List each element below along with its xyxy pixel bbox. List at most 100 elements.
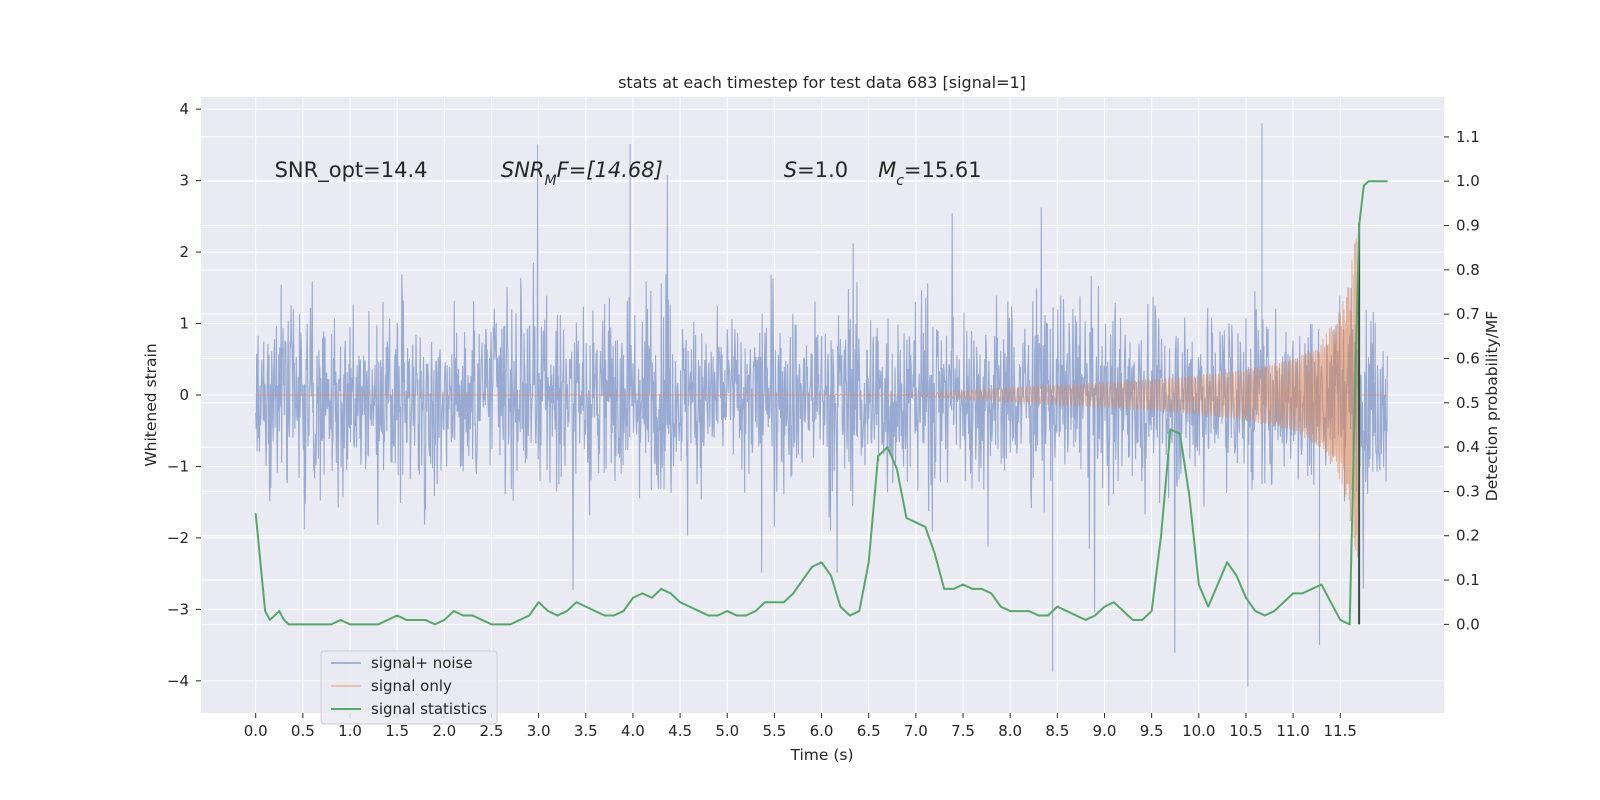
stat-point bbox=[688, 606, 691, 608]
stat-point bbox=[726, 610, 728, 612]
x-tick-label: 2.0 bbox=[432, 722, 456, 740]
stat-point bbox=[1066, 610, 1068, 612]
stat-point bbox=[1028, 610, 1030, 612]
stat-point bbox=[698, 610, 700, 612]
stat-point bbox=[1179, 433, 1181, 435]
stat-point bbox=[547, 610, 549, 612]
annotation-snr-mf: SNRMF=[14.68] bbox=[501, 158, 663, 189]
stat-point bbox=[679, 601, 681, 603]
stat-point bbox=[858, 610, 860, 612]
stat-point bbox=[1377, 180, 1379, 182]
y-right-tick-label: 0.8 bbox=[1456, 261, 1480, 279]
chart-title: stats at each timestep for test data 683… bbox=[618, 73, 1026, 92]
stat-point bbox=[981, 588, 983, 590]
stat-point bbox=[1188, 495, 1190, 497]
stat-point bbox=[273, 614, 276, 617]
x-tick-label: 5.5 bbox=[762, 722, 786, 740]
stat-point bbox=[717, 614, 719, 617]
stat-point bbox=[377, 623, 379, 625]
s-symbol: S bbox=[784, 158, 797, 182]
stat-point bbox=[990, 592, 992, 594]
stat-point bbox=[1122, 610, 1124, 612]
stat-point bbox=[575, 601, 577, 603]
y-axis-label: Whitened strain bbox=[142, 343, 160, 466]
x-tick-label: 1.5 bbox=[385, 722, 409, 740]
stat-point bbox=[594, 610, 596, 612]
stat-point bbox=[368, 623, 370, 625]
stat-point bbox=[292, 623, 295, 625]
x-tick-label: 7.5 bbox=[951, 722, 975, 740]
stat-point bbox=[349, 623, 351, 625]
stat-point bbox=[538, 601, 540, 603]
y-tick-label: 3 bbox=[179, 172, 189, 190]
stat-point bbox=[622, 610, 625, 612]
y-right-tick-label: 0.4 bbox=[1456, 438, 1480, 456]
y-right-tick-label: 0.2 bbox=[1456, 527, 1480, 545]
stat-point bbox=[288, 623, 290, 625]
y-axis-right-label: Detection probability/MF bbox=[1483, 311, 1501, 502]
stat-point bbox=[1363, 185, 1365, 187]
stat-point bbox=[1386, 180, 1389, 182]
stat-point bbox=[1367, 180, 1370, 182]
series-signal-statistics bbox=[254, 180, 1388, 626]
stat-point bbox=[415, 619, 417, 621]
mc-value: =15.61 bbox=[904, 158, 982, 182]
stat-point bbox=[613, 614, 615, 617]
stat-point bbox=[264, 610, 266, 612]
stat-point bbox=[311, 623, 313, 625]
y-right-tick-label: 0.6 bbox=[1456, 349, 1480, 367]
stat-point bbox=[405, 619, 408, 621]
legend-label-signal-only: signal only bbox=[371, 677, 452, 695]
stat-point bbox=[1000, 606, 1002, 608]
stat-point bbox=[453, 610, 455, 612]
stat-point bbox=[255, 512, 257, 515]
stat-point bbox=[1358, 224, 1360, 227]
stat-point bbox=[1245, 597, 1247, 599]
stat-point bbox=[269, 619, 271, 621]
stat-point bbox=[943, 588, 945, 590]
y-right-tick-label: 0.1 bbox=[1456, 571, 1480, 589]
stat-point bbox=[1235, 575, 1238, 577]
stat-point bbox=[802, 579, 804, 581]
stat-point bbox=[962, 583, 964, 586]
x-tick-label: 1.0 bbox=[338, 722, 362, 740]
stat-point bbox=[1141, 619, 1143, 621]
stat-point bbox=[481, 619, 483, 621]
stat-point bbox=[877, 455, 879, 457]
stat-point bbox=[1330, 601, 1332, 603]
stat-point bbox=[707, 614, 709, 617]
stat-point bbox=[462, 614, 464, 617]
stat-point bbox=[528, 614, 530, 617]
x-tick-label: 5.0 bbox=[715, 722, 739, 740]
x-tick-label: 8.5 bbox=[1045, 722, 1069, 740]
y-axis-right-ticks: 0.0 0.1 0.2 0.3 0.4 0.5 0.6 0.7 0.8 0.9 1.0 1.1 bbox=[1444, 128, 1480, 633]
x-tick-label: 9.5 bbox=[1140, 722, 1164, 740]
stat-point bbox=[754, 610, 757, 612]
stat-point bbox=[651, 597, 653, 599]
stat-point bbox=[670, 592, 672, 594]
x-tick-label: 3.0 bbox=[527, 722, 551, 740]
stat-point bbox=[1264, 614, 1266, 617]
y-tick-label: 1 bbox=[179, 315, 189, 333]
stat-point bbox=[302, 623, 304, 625]
y-tick-label: −2 bbox=[167, 529, 189, 547]
y-tick-label: 0 bbox=[179, 386, 189, 404]
y-tick-label: −3 bbox=[167, 600, 189, 618]
y-right-tick-label: 0.3 bbox=[1456, 482, 1480, 500]
stat-point bbox=[1169, 428, 1172, 430]
legend-box bbox=[320, 650, 498, 725]
series-signal-plus-noise bbox=[255, 123, 1388, 687]
x-tick-label: 11.0 bbox=[1276, 722, 1309, 740]
stat-point bbox=[783, 601, 785, 603]
legend-label-signal-statistics: signal statistics bbox=[371, 700, 487, 718]
stat-point bbox=[1301, 592, 1304, 594]
y-right-tick-label: 1.0 bbox=[1456, 172, 1480, 190]
stat-point bbox=[952, 588, 955, 590]
stat-point bbox=[443, 619, 445, 621]
x-tick-label: 3.5 bbox=[574, 722, 598, 740]
stat-point bbox=[1132, 619, 1134, 621]
snr-mf-value: F=[14.68] bbox=[557, 158, 663, 182]
stat-point bbox=[472, 614, 474, 617]
stat-point bbox=[259, 561, 262, 563]
